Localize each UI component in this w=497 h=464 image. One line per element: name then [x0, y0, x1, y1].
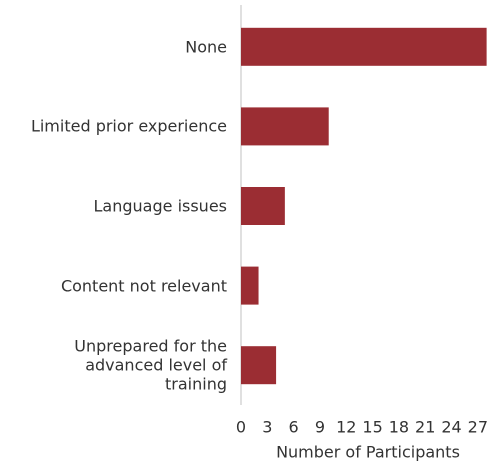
- x-tick-label: 24: [441, 418, 461, 437]
- y-tick-label: Limited prior experience: [30, 116, 227, 136]
- x-tick-label: 27: [468, 418, 488, 437]
- x-tick-label: 3: [262, 418, 272, 437]
- x-tick-label: 15: [362, 418, 382, 437]
- y-tick-label: Content not relevant: [60, 276, 227, 296]
- bar: [241, 187, 285, 225]
- bar: [241, 266, 259, 305]
- x-tick-label: 12: [336, 418, 356, 437]
- x-tick-label: 6: [289, 418, 299, 437]
- x-tick-label: 9: [315, 418, 325, 437]
- y-tick-label: Language issues: [93, 196, 227, 216]
- bar: [241, 107, 329, 146]
- x-tick-label: 21: [415, 418, 435, 437]
- y-tick-label: None: [185, 37, 227, 57]
- bar: [241, 346, 277, 385]
- x-tick-label: 18: [389, 418, 409, 437]
- x-tick-label: 0: [236, 418, 246, 437]
- y-tick-label: Unprepared for the advanced level of tra…: [74, 336, 227, 394]
- x-axis-label: Number of Participants: [276, 443, 460, 462]
- bar: [241, 27, 487, 66]
